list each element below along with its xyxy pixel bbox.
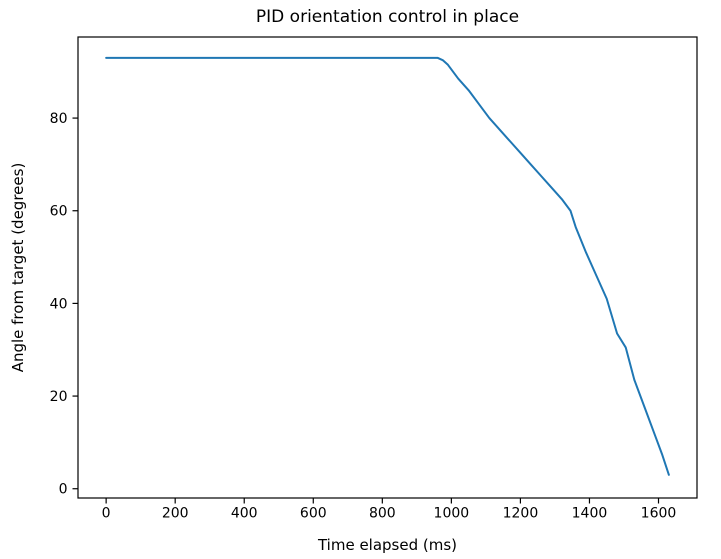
x-axis-label: Time elapsed (ms) — [317, 536, 457, 554]
x-tick-label: 800 — [369, 506, 396, 522]
x-tick-label: 1000 — [434, 506, 470, 522]
x-tick-label: 200 — [162, 506, 189, 522]
y-tick-label: 60 — [50, 204, 68, 220]
plot-frame — [77, 36, 698, 499]
x-tick-label: 400 — [231, 506, 258, 522]
y-tick-label: 20 — [50, 389, 68, 405]
x-tick-label: 1600 — [641, 506, 677, 522]
x-tick-label: 1200 — [503, 506, 539, 522]
y-tick-label: 0 — [59, 482, 68, 498]
x-tick-label: 600 — [300, 506, 327, 522]
y-axis-label: Angle from target (degrees) — [9, 163, 27, 373]
chart-title: PID orientation control in place — [256, 7, 519, 27]
x-tick-label: 0 — [102, 506, 111, 522]
y-tick-label: 40 — [50, 296, 68, 312]
y-tick-label: 80 — [50, 111, 68, 127]
x-tick-label: 1400 — [572, 506, 608, 522]
plot-area: 0 200 400 600 800 1000 1200 1400 1600 0 20 40 60 80 — [50, 36, 698, 522]
series-line-angle-from-target — [105, 56, 670, 476]
